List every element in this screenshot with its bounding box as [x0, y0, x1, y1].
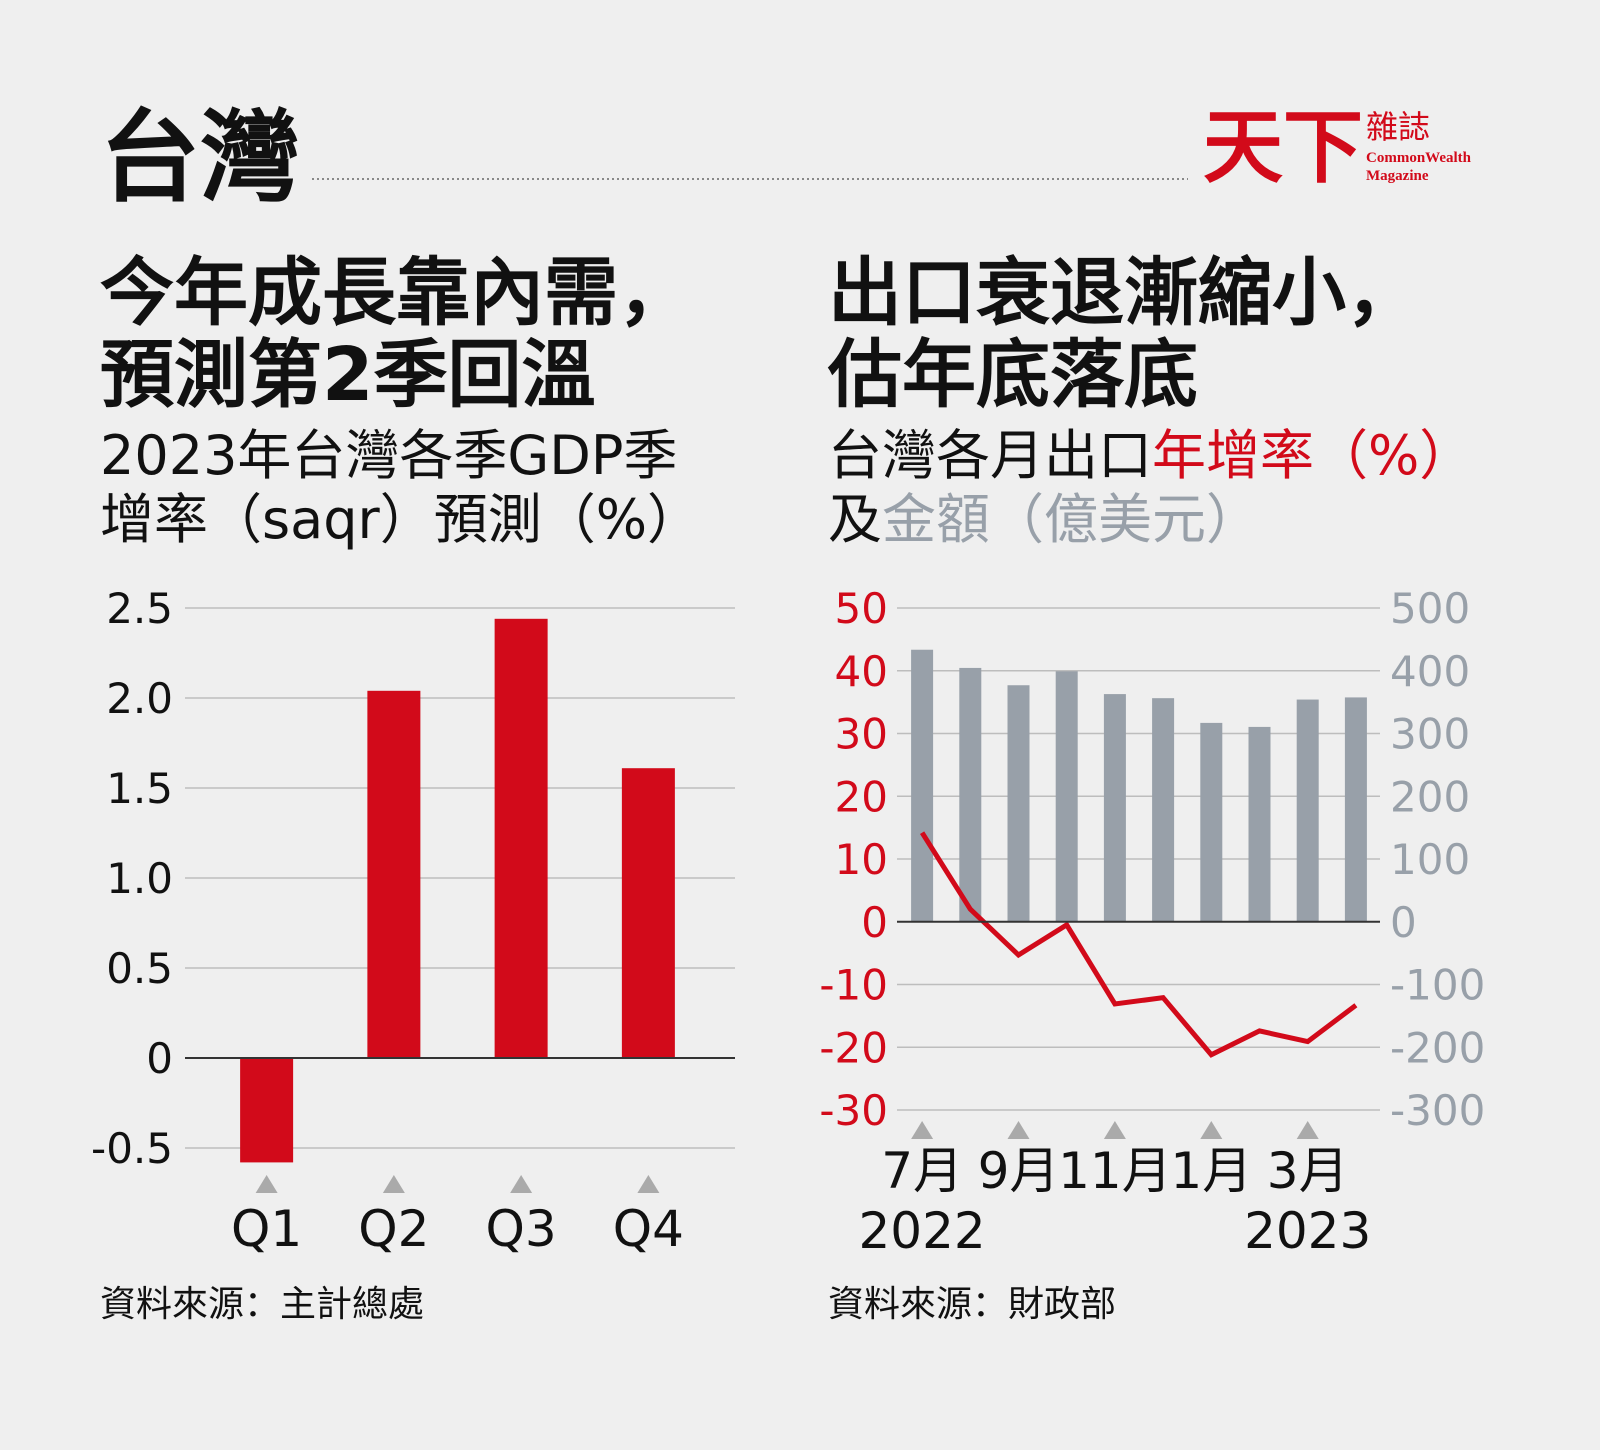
- y2-tick-label: 200: [1390, 772, 1470, 821]
- y-tick-label: -10: [819, 961, 888, 1010]
- subtitle-part: 及: [828, 488, 882, 551]
- y2-tick-label: 500: [1390, 584, 1470, 633]
- y-tick-label: 50: [835, 584, 888, 633]
- subtitle-part: 金額（億美元）: [882, 488, 1260, 551]
- subtitle-part: 增率（saqr）預測（%）: [100, 488, 701, 551]
- line: [919, 831, 1358, 1058]
- bar: [1200, 722, 1223, 922]
- x-tick-label: Q2: [358, 1200, 429, 1258]
- subtitle-part: 2023年台灣各季GDP季: [100, 424, 677, 487]
- x-tick-label: Q4: [613, 1200, 684, 1258]
- y-tick-label: 0: [861, 898, 888, 947]
- y2-tick-label: -200: [1390, 1023, 1485, 1072]
- tick-triangle: [510, 1175, 533, 1193]
- bar: [911, 649, 934, 922]
- y-tick-label: 1.0: [106, 854, 173, 903]
- bar: [1103, 694, 1126, 922]
- tick-triangle: [1200, 1121, 1223, 1139]
- y2-tick-label: 100: [1390, 835, 1470, 884]
- y-tick-label: -30: [819, 1086, 888, 1135]
- tick-triangle: [1103, 1121, 1126, 1139]
- y-tick-label: 0: [146, 1034, 173, 1083]
- page-title: 台灣: [100, 99, 300, 216]
- x-year-label: 2022: [858, 1202, 985, 1260]
- source-note: 資料來源：財政部: [828, 1284, 1116, 1325]
- chart-title: 預測第2季回溫: [100, 332, 596, 418]
- bar: [367, 690, 421, 1058]
- bar: [494, 618, 548, 1058]
- tick-triangle: [637, 1175, 660, 1193]
- bar: [959, 667, 982, 922]
- bar: [1152, 698, 1175, 922]
- source-note: 資料來源：主計總處: [100, 1284, 424, 1325]
- y-tick-label: 0.5: [106, 944, 173, 993]
- x-tick-label: 9月: [978, 1142, 1060, 1200]
- logo-side: 雜誌: [1366, 108, 1430, 146]
- x-tick-label: 3月: [1267, 1142, 1349, 1200]
- y2-tick-label: -100: [1390, 961, 1485, 1010]
- subtitle-part: 年增率（%）: [1152, 424, 1473, 487]
- chart-title: 今年成長靠內需，: [100, 250, 692, 336]
- y-tick-label: 10: [835, 835, 888, 884]
- bar: [621, 768, 675, 1058]
- x-tick-label: 11月: [1058, 1142, 1172, 1200]
- y-tick-label: 1.5: [106, 764, 173, 813]
- y-tick-label: 30: [835, 710, 888, 759]
- x-tick-label: 1月: [1170, 1142, 1252, 1200]
- x-tick-label: Q1: [231, 1200, 302, 1258]
- chart-title: 估年底落底: [827, 332, 1198, 418]
- chart-subtitle: 台灣各月出口年增率（%）: [828, 424, 1473, 487]
- bar: [1248, 726, 1271, 922]
- y2-tick-label: 300: [1390, 710, 1470, 759]
- y2-tick-label: 400: [1390, 647, 1470, 696]
- bar: [1055, 671, 1078, 922]
- logo-main: 天下: [1203, 100, 1363, 194]
- x-tick-label: 7月: [881, 1142, 963, 1200]
- bar: [240, 1058, 294, 1163]
- bar: [1344, 697, 1367, 922]
- y-tick-label: 2.0: [106, 674, 173, 723]
- y-tick-label: 20: [835, 772, 888, 821]
- y-tick-label: 40: [835, 647, 888, 696]
- y2-tick-label: -300: [1390, 1086, 1485, 1135]
- tick-triangle: [1007, 1121, 1030, 1139]
- chart-title: 出口衰退漸縮小，: [828, 250, 1420, 336]
- y2-tick-label: 0: [1390, 898, 1417, 947]
- chart-subtitle: 2023年台灣各季GDP季: [100, 424, 677, 487]
- tick-triangle: [255, 1175, 278, 1193]
- y-tick-label: 2.5: [106, 584, 173, 633]
- chart-subtitle: 增率（saqr）預測（%）: [100, 488, 701, 551]
- tick-triangle: [1296, 1121, 1319, 1139]
- logo-english: Magazine: [1366, 168, 1429, 184]
- chart-subtitle: 及金額（億美元）: [828, 488, 1260, 551]
- x-year-label: 2023: [1244, 1202, 1371, 1260]
- y-tick-label: -20: [819, 1023, 888, 1072]
- tick-triangle: [382, 1175, 405, 1193]
- subtitle-part: 台灣各月出口: [828, 424, 1152, 487]
- tick-triangle: [911, 1121, 934, 1139]
- bar: [1296, 699, 1319, 922]
- logo-english: CommonWealth: [1366, 150, 1472, 166]
- bar: [1007, 685, 1030, 922]
- x-tick-label: Q3: [486, 1200, 557, 1258]
- y-tick-label: -0.5: [91, 1124, 173, 1173]
